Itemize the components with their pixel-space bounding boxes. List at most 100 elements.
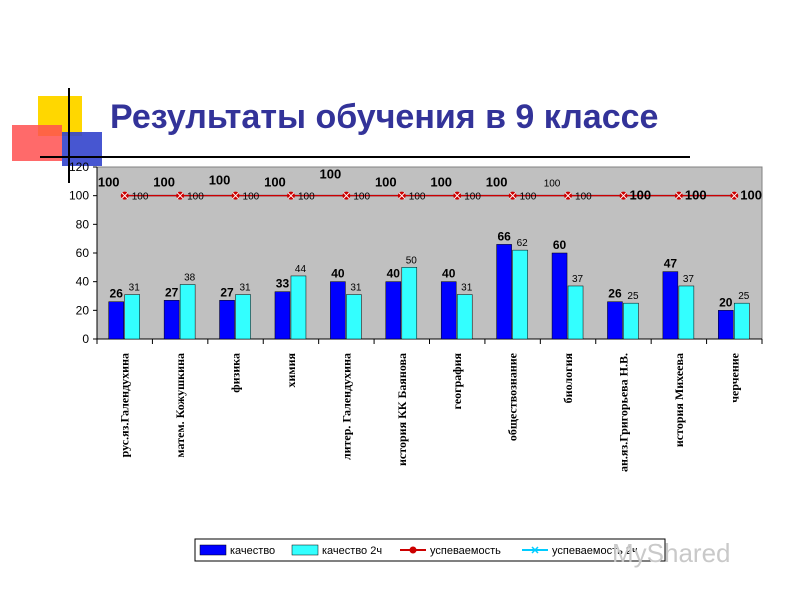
data-label-quality: 66	[497, 229, 511, 243]
category-label: химия	[284, 352, 298, 387]
data-label-quality: 40	[331, 267, 345, 281]
bar-quality-2	[623, 302, 639, 340]
data-label-success-2: 100	[520, 192, 537, 203]
marker-success-2	[343, 192, 350, 200]
marker-success-2	[509, 192, 516, 200]
y-tick-label: 40	[76, 275, 90, 289]
bar-quality	[108, 301, 124, 340]
data-label-success-2: 100	[575, 192, 592, 203]
data-label-success: 100	[98, 175, 120, 190]
data-label-quality-2: 50	[406, 255, 418, 266]
marker-success-2	[453, 192, 461, 200]
legend-swatch	[291, 544, 319, 556]
category-label: литер. Галендухина	[339, 353, 353, 460]
data-label-success-2: 100	[464, 192, 481, 203]
category-label: черчение	[727, 352, 741, 402]
data-label-quality: 20	[719, 295, 733, 309]
bar-quality-2	[124, 294, 140, 340]
y-tick-label: 20	[76, 303, 90, 317]
bar-quality-2	[401, 267, 418, 340]
data-label-success-2: 100	[187, 192, 204, 203]
data-label-quality-2: 37	[683, 274, 695, 285]
category-label: обществознание	[506, 352, 520, 441]
data-label-success: 100	[375, 175, 397, 190]
marker-success-2	[730, 192, 738, 200]
bar-quality	[718, 310, 734, 340]
bar-quality-2	[456, 294, 473, 340]
data-label-success: 100	[740, 188, 762, 203]
category-label: история Михеева	[672, 353, 686, 447]
bar-quality	[274, 291, 291, 340]
bar-quality	[163, 300, 180, 340]
legend-label: успеваемость 2ч	[552, 545, 638, 557]
y-tick-label: 60	[76, 246, 90, 260]
deco-red-square	[12, 125, 62, 161]
bar-quality-2	[179, 284, 196, 340]
data-label-success: 100	[320, 167, 342, 182]
y-tick-label: 100	[69, 189, 89, 203]
data-label-success: 100	[685, 188, 707, 203]
category-label: ан.яз.Григорьева Н.В.	[616, 353, 630, 472]
data-label-success: 100	[544, 179, 561, 190]
data-label-quality: 26	[110, 287, 124, 301]
data-label-quality: 47	[664, 257, 678, 271]
data-label-quality-2: 37	[572, 274, 584, 285]
data-label-quality: 60	[553, 238, 567, 252]
legend-marker	[531, 546, 539, 554]
data-label-quality-2: 31	[350, 283, 362, 294]
bar-quality-2	[734, 302, 750, 340]
marker-success-2	[232, 192, 239, 200]
y-tick-label: 0	[82, 332, 89, 346]
bar-quality-2	[512, 249, 528, 340]
category-label: история КК Баянова	[395, 353, 409, 466]
data-label-success: 100	[264, 175, 286, 190]
bar-quality-2	[290, 275, 307, 340]
bar-quality	[330, 281, 346, 340]
deco-vertical-line	[68, 88, 70, 183]
marker-success-2	[287, 192, 295, 200]
data-label-quality: 40	[387, 267, 401, 281]
data-label-success-2: 100	[243, 192, 260, 203]
legend-marker	[409, 546, 417, 554]
bar-quality-2	[567, 285, 584, 340]
data-label-success-2: 100	[353, 192, 370, 203]
bar-quality-2	[235, 294, 251, 340]
data-label-success-2: 100	[132, 192, 149, 203]
y-tick-label: 80	[76, 217, 90, 231]
category-label: рус.яз.Галендухина	[118, 353, 132, 457]
marker-success-2	[176, 192, 184, 200]
watermark: MyShared	[612, 538, 731, 568]
bar-quality	[551, 252, 568, 340]
bar-quality	[607, 301, 623, 340]
data-label-quality-2: 25	[627, 291, 639, 302]
legend-label: успеваемость	[430, 545, 501, 557]
data-label-success: 100	[430, 175, 452, 190]
y-tick-label: 120	[69, 160, 89, 174]
bar-quality	[385, 281, 402, 340]
marker-success-2	[564, 192, 572, 200]
marker-success-2	[121, 192, 129, 200]
bar-quality-2	[678, 285, 695, 340]
data-label-quality-2: 62	[517, 238, 529, 249]
data-label-success: 100	[486, 175, 508, 190]
data-label-quality: 26	[608, 287, 622, 301]
marker-success-2	[675, 192, 683, 200]
bar-quality	[219, 300, 235, 340]
data-label-quality-2: 31	[129, 283, 141, 294]
legend-swatch	[199, 544, 227, 556]
data-label-success: 100	[153, 175, 175, 190]
bar-quality	[496, 244, 512, 340]
legend-label: качество 2ч	[322, 545, 382, 557]
deco-horizontal-line	[40, 156, 690, 158]
legend-box	[194, 538, 666, 562]
data-label-quality-2: 38	[184, 273, 196, 284]
bar-quality-2	[346, 294, 362, 340]
marker-success-2	[398, 192, 406, 200]
category-label: биология	[561, 352, 575, 403]
data-label-quality: 40	[442, 267, 456, 281]
data-label-quality-2: 44	[295, 264, 307, 275]
data-label-success: 100	[629, 188, 651, 203]
data-label-quality: 27	[165, 285, 179, 299]
data-label-success: 100	[209, 173, 231, 188]
